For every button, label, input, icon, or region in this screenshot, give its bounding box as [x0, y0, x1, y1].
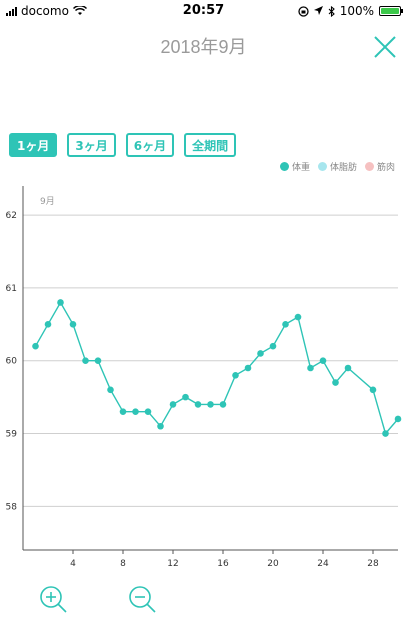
month-label: 9月 [40, 196, 55, 207]
status-right: 100% [298, 4, 403, 18]
close-icon[interactable] [372, 34, 398, 60]
data-point[interactable] [294, 313, 302, 321]
legend-dot-muscle [364, 162, 374, 171]
data-point[interactable] [144, 408, 152, 415]
x-tick-label: 12 [167, 559, 178, 569]
data-point[interactable] [57, 299, 64, 306]
data-point[interactable] [119, 408, 127, 415]
legend-label-muscle: 筋肉 [376, 163, 395, 173]
series-line [34, 301, 399, 435]
x-tick-label: 20 [267, 559, 279, 569]
data-point[interactable] [32, 342, 39, 350]
status-left: docomo [6, 4, 87, 18]
data-point[interactable] [332, 379, 339, 386]
zoom-out-icon[interactable] [127, 584, 157, 614]
data-point[interactable] [244, 364, 252, 372]
weight-line-chart: 9月 58 59 60 61 62 4 8 12 16 20 24 28 [6, 186, 402, 569]
status-time: 20:57 [182, 3, 225, 18]
legend-label-weight: 体重 [291, 163, 310, 173]
data-point[interactable] [182, 393, 189, 401]
y-tick-label: 62 [6, 211, 17, 221]
data-point[interactable] [44, 321, 52, 328]
y-tick-label: 60 [6, 357, 18, 367]
data-point[interactable] [107, 386, 114, 394]
legend-label-body-fat: 体脂肪 [329, 163, 357, 173]
legend-item-muscle[interactable]: 筋肉 [364, 160, 395, 173]
x-tick-labels: 4 8 12 16 20 24 28 [70, 550, 379, 569]
y-tick-label: 58 [6, 502, 18, 512]
data-point[interactable] [169, 401, 177, 408]
y-tick-label: 61 [6, 284, 17, 294]
x-tick-label: 8 [120, 559, 126, 569]
data-point[interactable] [94, 357, 102, 365]
chart-legend: 体重 体脂肪 筋肉 [279, 160, 395, 173]
data-point[interactable] [307, 364, 314, 372]
data-point[interactable] [269, 342, 277, 350]
data-point[interactable] [194, 401, 202, 408]
y-tick-label: 59 [6, 430, 18, 440]
series-weight [32, 299, 402, 437]
carrier-label: docomo [21, 4, 69, 18]
status-bar: docomo 20:57 100% [0, 0, 407, 22]
zoom-in-icon[interactable] [38, 584, 68, 614]
data-point[interactable] [319, 357, 327, 365]
x-tick-label: 4 [70, 559, 76, 569]
data-point[interactable] [369, 386, 377, 394]
bluetooth-icon [328, 5, 335, 17]
wifi-icon [72, 6, 87, 15]
tab-6-months[interactable]: 6ヶ月 [125, 133, 175, 157]
tab-1-month[interactable]: 1ヶ月 [9, 133, 58, 157]
data-point[interactable] [219, 401, 227, 408]
data-point[interactable] [207, 401, 214, 408]
legend-item-weight[interactable]: 体重 [279, 160, 310, 173]
x-tick-label: 16 [217, 559, 229, 569]
data-point[interactable] [157, 422, 164, 430]
legend-dot-body-fat [317, 162, 327, 171]
data-point[interactable] [132, 408, 139, 415]
x-tick-label: 24 [317, 559, 329, 569]
data-point[interactable] [394, 415, 402, 423]
x-tick-label: 28 [367, 559, 379, 569]
data-point[interactable] [344, 364, 352, 372]
data-point[interactable] [382, 430, 389, 437]
legend-dot-weight [279, 162, 289, 171]
location-icon [313, 6, 323, 15]
battery-percent: 100% [339, 4, 374, 18]
signal-icon [6, 6, 17, 16]
grid-lines [23, 214, 398, 507]
data-point[interactable] [257, 350, 264, 357]
data-point[interactable] [82, 357, 89, 365]
legend-item-body-fat[interactable]: 体脂肪 [317, 160, 357, 173]
y-tick-labels: 58 59 60 61 62 [6, 211, 18, 512]
data-point[interactable] [69, 321, 77, 328]
page-title: 2018年9月 [160, 37, 247, 57]
tab-3-months[interactable]: 3ヶ月 [67, 133, 116, 157]
rotation-lock-icon [298, 5, 309, 17]
tab-all-period[interactable]: 全期間 [184, 133, 237, 157]
range-tabs: 1ヶ月 3ヶ月 6ヶ月 全期間 [9, 133, 237, 157]
battery-icon [379, 6, 403, 16]
data-point[interactable] [232, 371, 239, 379]
data-point[interactable] [282, 321, 289, 328]
